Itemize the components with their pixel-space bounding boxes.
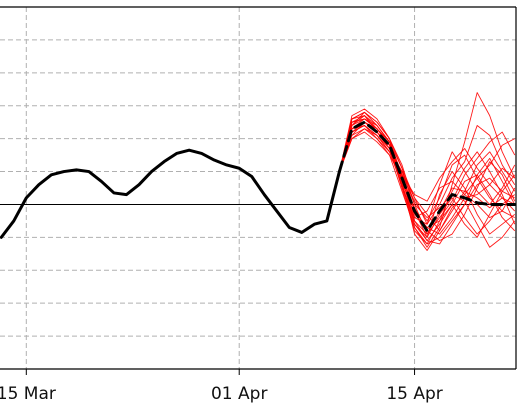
observed-line (0, 148, 341, 239)
ensemble-member-line (338, 125, 516, 245)
ensemble-member-line (338, 108, 516, 238)
tick-layer: 15 Mar 01 Apr 15 Apr (0, 369, 443, 404)
ensemble-member-line (338, 128, 516, 212)
ensemble-member-line (338, 118, 515, 222)
frame-layer (0, 6, 517, 370)
ensemble-member-line (338, 111, 516, 225)
ensemble-member-line (338, 128, 516, 232)
ensemble-mean-line (337, 120, 517, 233)
x-tick-label: 01 Apr (211, 384, 267, 404)
ensemble-member-line (338, 118, 516, 228)
ensemble-member-line (338, 111, 516, 245)
line-layer (0, 120, 517, 239)
ensemble-member-line (338, 115, 516, 235)
x-tick-label: 15 Apr (386, 384, 442, 404)
ensemble-member-line (338, 92, 516, 248)
x-tick-label: 15 Mar (0, 384, 56, 404)
